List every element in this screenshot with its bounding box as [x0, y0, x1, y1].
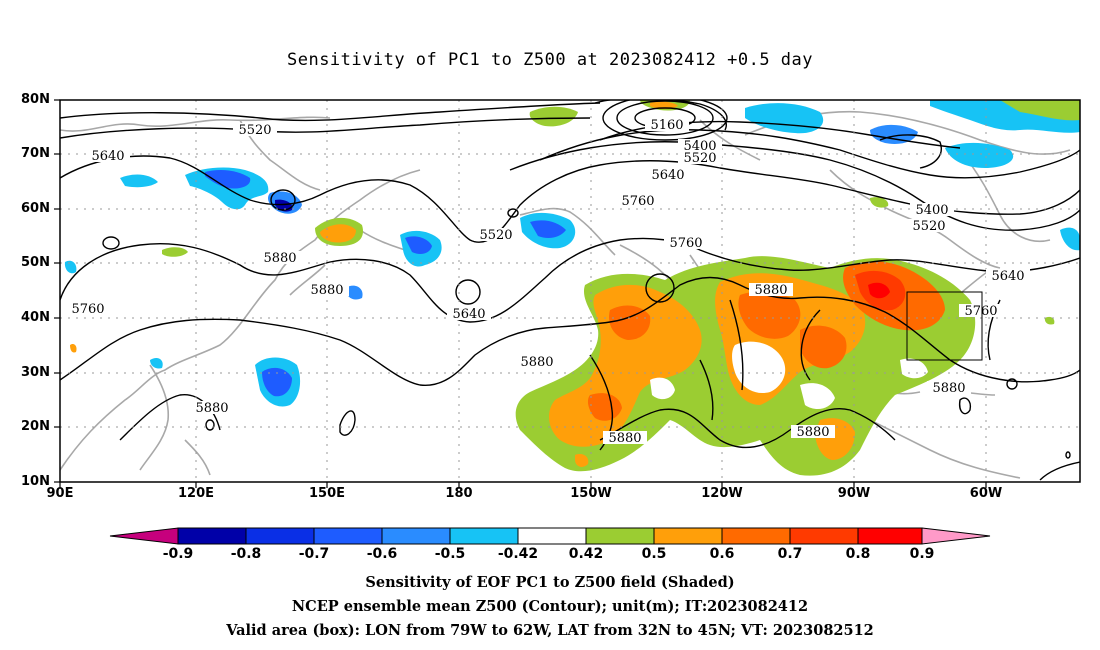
- contour-label: 5880: [754, 283, 787, 298]
- colorbar-swatch: [109, 527, 179, 545]
- colorbar-label: 0.8: [845, 546, 871, 562]
- colorbar-label: -0.5: [434, 546, 466, 562]
- contour-label: 5880: [520, 355, 553, 370]
- colorbar-swatch: [517, 527, 587, 545]
- contour-label: 5760: [669, 236, 702, 251]
- contour-label: 5880: [932, 381, 965, 396]
- colorbar-swatch: [857, 527, 923, 545]
- lat-label: 10N: [21, 474, 50, 489]
- colorbar-swatch: [449, 527, 519, 545]
- caption-shading: Sensitivity of EOF PC1 to Z500 field (Sh…: [365, 574, 735, 591]
- colorbar-swatch: [585, 527, 655, 545]
- contour-label: 5880: [195, 401, 228, 416]
- colorbar-swatch: [177, 527, 247, 545]
- contour-label: 5520: [683, 151, 716, 166]
- colorbar-label: 0.42: [568, 546, 604, 562]
- colorbar-swatch: [789, 527, 859, 545]
- lat-label: 40N: [21, 310, 50, 325]
- clear-gaps: [650, 341, 928, 410]
- colorbar-label: 0.7: [777, 546, 803, 562]
- map-frame: [59, 99, 1081, 483]
- colorbar-swatch: [721, 527, 791, 545]
- contour-label: 5640: [452, 307, 485, 322]
- contour-label: 5880: [263, 251, 296, 266]
- colorbar-swatch: [653, 527, 723, 545]
- contour-label: 5400: [915, 203, 948, 218]
- colorbar-label: -0.8: [230, 546, 262, 562]
- contour-label: 5640: [651, 168, 684, 183]
- lon-label: 60W: [969, 486, 1003, 501]
- colorbar-label: -0.7: [298, 546, 330, 562]
- contour-label: 5880: [608, 431, 641, 446]
- contour-labels: 5160 5400 5520 5640 5520 5640 5760 5880 …: [66, 118, 1030, 446]
- lat-label: 20N: [21, 419, 50, 434]
- colorbar-swatch: [313, 527, 383, 545]
- z500-contours: [60, 100, 1080, 481]
- contour-label: 5640: [91, 149, 124, 164]
- lon-label: 90E: [46, 486, 74, 501]
- lon-label: 150E: [308, 486, 346, 501]
- lon-label: 180: [445, 486, 473, 501]
- contour-label: 5520: [238, 123, 271, 138]
- caption-valid-area: Valid area (box): LON from 79W to 62W, L…: [226, 622, 874, 639]
- axis-ticks: [54, 99, 987, 488]
- lon-label: 120W: [701, 486, 743, 501]
- contour-label: 5760: [621, 194, 654, 209]
- colorbar-label: 0.9: [909, 546, 935, 562]
- lat-label: 30N: [21, 365, 50, 380]
- contour-label: 5160: [650, 118, 683, 133]
- contour-label: 5520: [479, 228, 512, 243]
- colorbar-label: 0.5: [641, 546, 667, 562]
- colorbar: [109, 527, 991, 545]
- colorbar-swatch: [921, 527, 991, 545]
- lon-label: 150W: [570, 486, 612, 501]
- colorbar-label: -0.6: [366, 546, 398, 562]
- lon-label: 120E: [177, 486, 215, 501]
- valid-area-box: [906, 291, 983, 361]
- lon-label: 90W: [837, 486, 871, 501]
- colorbar-label: 0.6: [709, 546, 735, 562]
- lat-label: 60N: [21, 201, 50, 216]
- contour-label: 5640: [991, 269, 1024, 284]
- contour-label: 5880: [796, 425, 829, 440]
- colorbar-label: -0.42: [497, 546, 539, 562]
- colorbar-swatch: [245, 527, 315, 545]
- caption-contour: NCEP ensemble mean Z500 (Contour); unit(…: [291, 598, 809, 615]
- lat-label: 80N: [21, 92, 50, 107]
- colorbar-swatch: [381, 527, 451, 545]
- contour-label: 5760: [964, 304, 997, 319]
- contour-label: 5760: [71, 302, 104, 317]
- contour-label: 5520: [912, 219, 945, 234]
- contour-label: 5880: [310, 283, 343, 298]
- contour-label: 5400: [683, 139, 716, 154]
- colorbar-label: -0.9: [162, 546, 194, 562]
- lat-label: 50N: [21, 255, 50, 270]
- lat-label: 70N: [21, 146, 50, 161]
- map-title: Sensitivity of PC1 to Z500 at 2023082412…: [286, 50, 813, 70]
